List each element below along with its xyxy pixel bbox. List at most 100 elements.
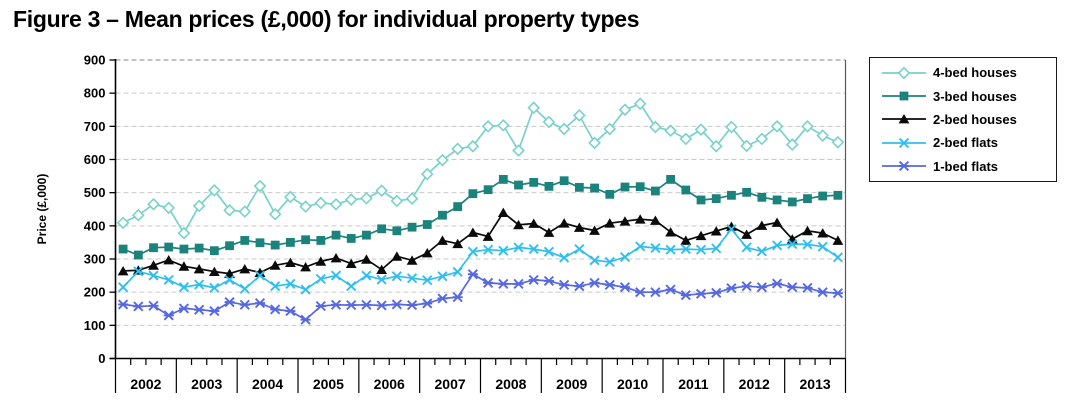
marker-square	[514, 180, 523, 190]
marker-star	[452, 292, 463, 303]
marker-diamond-open	[573, 109, 586, 122]
marker-triangle	[513, 219, 524, 230]
marker-square	[818, 191, 828, 201]
marker-diamond-open	[664, 124, 677, 137]
marker-star	[148, 300, 159, 311]
marker-x	[726, 224, 737, 235]
marker-diamond-open	[527, 101, 541, 115]
marker-star	[802, 282, 813, 293]
marker-triangle	[361, 254, 372, 264]
marker-x	[802, 239, 813, 250]
marker-triangle	[467, 227, 479, 237]
marker-x	[741, 242, 752, 253]
y-tick-label-400: 400	[84, 218, 106, 233]
marker-x	[513, 242, 524, 253]
marker-diamond-open	[223, 203, 236, 217]
marker-square	[772, 195, 782, 205]
marker-star	[254, 298, 266, 309]
marker-diamond-open	[405, 192, 419, 205]
marker-star	[604, 279, 615, 290]
marker-diamond-open	[451, 142, 465, 156]
marker-x	[635, 241, 646, 252]
marker-triangle	[558, 218, 570, 228]
marker-triangle	[406, 255, 418, 265]
marker-star	[467, 269, 478, 280]
marker-star	[239, 299, 250, 310]
marker-star	[635, 287, 646, 298]
marker-diamond-open	[542, 115, 556, 129]
marker-x	[422, 275, 433, 286]
marker-square	[301, 235, 311, 245]
marker-diamond-open	[755, 132, 769, 146]
marker-star	[589, 277, 600, 288]
marker-diamond-open	[253, 179, 267, 193]
marker-star	[756, 282, 767, 293]
marker-square	[194, 243, 204, 253]
marker-x	[832, 252, 843, 263]
marker-diamond-open	[162, 201, 176, 215]
marker-x	[391, 271, 402, 282]
marker-square	[133, 250, 143, 260]
marker-star	[437, 293, 448, 304]
marker-star	[391, 299, 402, 310]
marker-diamond-open	[831, 135, 845, 149]
marker-x	[650, 242, 661, 254]
marker-triangle	[482, 231, 494, 241]
series-1-bed-flats	[118, 269, 843, 325]
marker-x	[695, 244, 707, 255]
marker-diamond-open	[344, 193, 358, 206]
marker-square	[899, 91, 909, 101]
marker-star	[695, 288, 707, 299]
marker-star	[513, 278, 524, 289]
marker-square	[164, 242, 174, 252]
marker-triangle	[376, 264, 388, 275]
marker-triangle	[148, 260, 159, 270]
marker-square	[331, 230, 341, 240]
marker-diamond-open	[897, 66, 911, 80]
x-year-label-2010: 2010	[617, 376, 648, 392]
marker-triangle	[832, 235, 844, 245]
marker-square	[422, 220, 432, 229]
series-2-bed-flats	[118, 224, 843, 295]
marker-star	[315, 301, 326, 312]
marker-diamond-open	[192, 199, 206, 213]
legend-item-1-bed-flats: 1-bed flats	[880, 159, 1056, 174]
marker-star	[361, 299, 372, 310]
marker-triangle	[771, 217, 783, 227]
marker-diamond-open	[360, 191, 373, 205]
marker-star	[163, 310, 174, 321]
marker-x	[118, 282, 129, 293]
marker-diamond-open	[740, 139, 753, 153]
y-tick-label-800: 800	[84, 86, 106, 101]
marker-triangle	[239, 263, 251, 274]
marker-x	[133, 266, 144, 277]
marker-square	[377, 224, 387, 234]
marker-x	[787, 239, 798, 250]
marker-star	[330, 299, 342, 310]
y-tick-label-700: 700	[84, 119, 106, 134]
marker-x	[437, 271, 448, 282]
marker-square	[179, 244, 189, 254]
marker-triangle	[589, 225, 600, 235]
marker-star	[118, 299, 129, 310]
marker-square	[392, 226, 402, 236]
marker-triangle	[345, 258, 357, 269]
marker-triangle	[898, 114, 910, 124]
marker-square	[742, 187, 752, 197]
marker-square	[240, 236, 250, 245]
marker-square	[711, 194, 721, 204]
marker-x	[467, 246, 478, 257]
marker-diamond-open	[694, 123, 708, 136]
marker-triangle	[284, 257, 296, 268]
marker-star	[270, 304, 281, 315]
marker-x	[898, 137, 910, 148]
marker-triangle	[665, 227, 677, 237]
marker-triangle	[391, 251, 403, 261]
marker-star	[498, 278, 509, 289]
marker-diamond-open	[299, 200, 312, 213]
series-3-bed-houses	[118, 175, 843, 260]
y-tick-label-200: 200	[84, 285, 106, 300]
marker-star	[898, 161, 910, 172]
marker-square	[362, 230, 371, 240]
marker-x	[239, 283, 250, 294]
